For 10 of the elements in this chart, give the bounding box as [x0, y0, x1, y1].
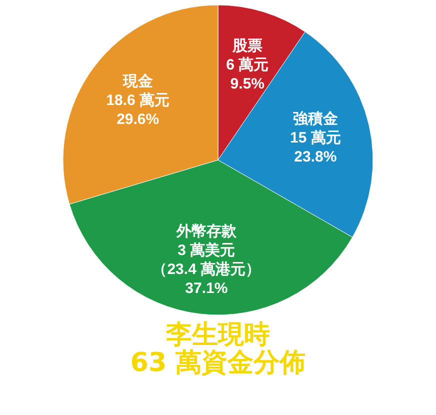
data-label: 15 萬元 23.8%	[290, 130, 341, 166]
slice-label: 現金	[122, 73, 153, 90]
data-label: 18.6 萬元 29.6%	[106, 92, 170, 128]
slice-label: 強積金	[292, 110, 338, 128]
slice-label: 股票	[231, 37, 262, 54]
data-label: 3 萬美元（23.4 萬港元） 37.1%	[152, 240, 261, 297]
text: 63 萬資金分佈	[130, 348, 306, 378]
slice-label: 外幣存款	[175, 222, 238, 240]
text: 李生現時	[165, 320, 270, 350]
data-label: 6 萬元 9.5%	[226, 56, 269, 92]
